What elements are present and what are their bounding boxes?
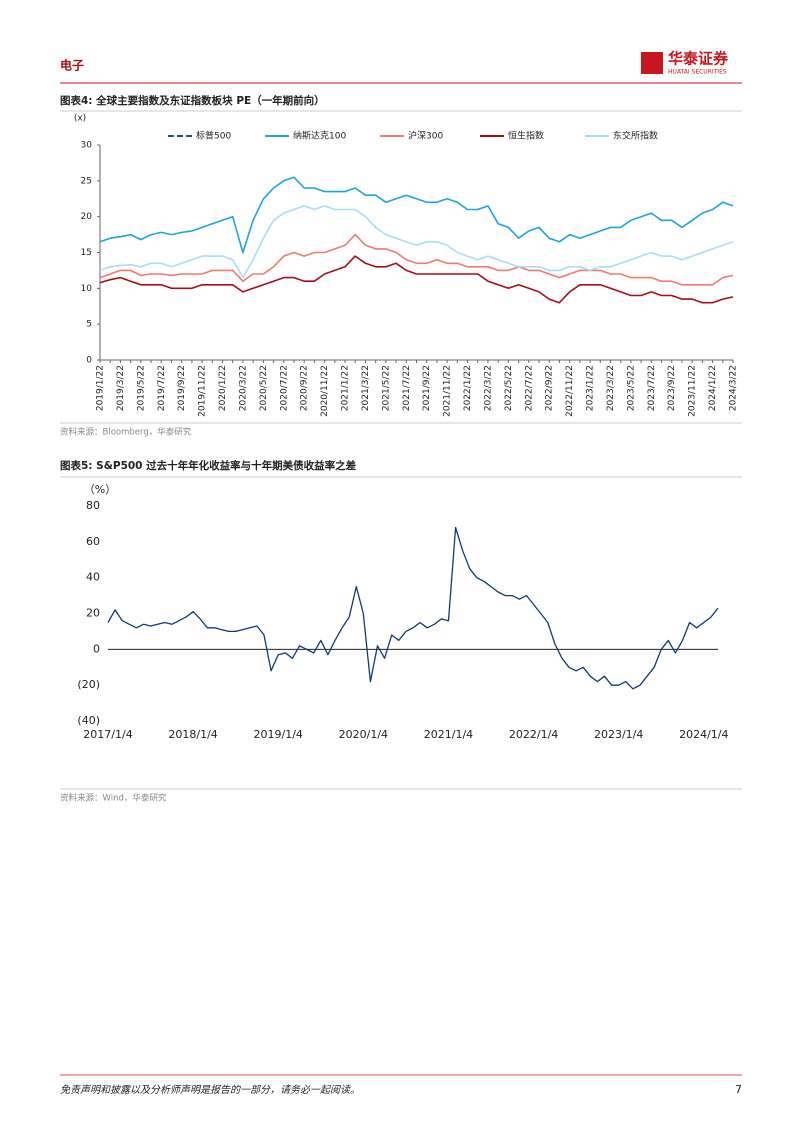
figure-source: 资料来源：Bloomberg，华泰研究 bbox=[60, 427, 192, 438]
y-axis-unit: (x) bbox=[74, 114, 86, 124]
x-tick-label: 2021/9/22 bbox=[422, 365, 432, 411]
x-tick-label: 2020/3/22 bbox=[238, 365, 248, 411]
x-tick-label: 2021/11/22 bbox=[443, 365, 453, 417]
x-tick-label: 2024/1/22 bbox=[708, 365, 718, 411]
figure-caption: 图表5: S&P500 过去十年年化收益率与十年期美债收益率之差 bbox=[60, 459, 357, 472]
series-line bbox=[99, 255, 734, 304]
y-tick-label: 40 bbox=[86, 571, 100, 584]
x-tick-label: 2019/5/22 bbox=[136, 365, 146, 411]
x-tick-label: 2024/3/22 bbox=[729, 365, 739, 411]
x-tick-label: 2022/9/22 bbox=[545, 365, 555, 411]
x-tick-label: 2017/1/4 bbox=[83, 728, 132, 741]
x-tick-label: 2020/7/22 bbox=[279, 365, 289, 411]
x-tick-label: 2020/5/22 bbox=[259, 365, 269, 411]
x-tick-label: 2023/11/22 bbox=[688, 365, 698, 417]
legend-label: 沪深300 bbox=[408, 130, 443, 142]
x-tick-label: 2018/1/4 bbox=[168, 728, 217, 741]
figure-source: 资料来源：Wind，华泰研究 bbox=[60, 793, 167, 804]
y-tick-label: 10 bbox=[81, 284, 93, 294]
x-tick-label: 2021/7/22 bbox=[402, 365, 412, 411]
x-tick-label: 2021/3/22 bbox=[361, 365, 371, 411]
x-tick-label: 2023/9/22 bbox=[667, 365, 677, 411]
y-tick-label: 0 bbox=[93, 642, 100, 655]
x-tick-label: 2019/7/22 bbox=[157, 365, 167, 411]
x-tick-label: 2023/3/22 bbox=[606, 365, 616, 411]
x-tick-label: 2020/9/22 bbox=[300, 365, 310, 411]
brand-en: HUATAI SECURITIES bbox=[668, 69, 727, 76]
y-tick-label: 20 bbox=[81, 212, 93, 222]
y-tick-label: 5 bbox=[86, 320, 92, 330]
x-tick-label: 2022/11/22 bbox=[565, 365, 575, 417]
x-tick-label: 2021/1/22 bbox=[341, 365, 351, 411]
x-tick-label: 2022/7/22 bbox=[524, 365, 534, 411]
x-tick-label: 2022/3/22 bbox=[483, 365, 493, 411]
x-tick-label: 2021/5/22 bbox=[381, 365, 391, 411]
x-tick-label: 2020/1/4 bbox=[339, 728, 388, 741]
y-tick-label: (40) bbox=[77, 714, 100, 727]
x-tick-label: 2019/3/22 bbox=[116, 365, 126, 411]
y-tick-label: 15 bbox=[81, 248, 92, 258]
y-tick-label: 0 bbox=[86, 356, 92, 366]
x-tick-label: 2019/9/22 bbox=[177, 365, 187, 411]
x-tick-label: 2019/11/22 bbox=[198, 365, 208, 417]
y-axis-unit: （%） bbox=[84, 483, 116, 496]
x-tick-label: 2020/11/22 bbox=[320, 365, 330, 417]
legend-label: 纳斯达克100 bbox=[293, 130, 346, 142]
x-tick-label: 2021/1/4 bbox=[424, 728, 473, 741]
x-tick-label: 2024/1/4 bbox=[679, 728, 728, 741]
y-tick-label: (20) bbox=[77, 678, 100, 691]
y-tick-label: 80 bbox=[86, 499, 100, 512]
legend-label: 恒生指数 bbox=[508, 130, 544, 142]
x-tick-label: 2023/7/22 bbox=[647, 365, 657, 411]
x-tick-label: 2019/1/22 bbox=[96, 365, 106, 411]
y-tick-label: 25 bbox=[81, 176, 92, 186]
y-tick-label: 20 bbox=[86, 607, 100, 620]
x-tick-label: 2022/1/22 bbox=[463, 365, 473, 411]
page-number: 7 bbox=[735, 1083, 742, 1096]
x-tick-label: 2019/1/4 bbox=[254, 728, 303, 741]
series-line bbox=[107, 526, 719, 690]
brand: 华泰证券 bbox=[668, 50, 729, 68]
disclaimer: 免责声明和披露以及分析师声明是报告的一部分，请务必一起阅读。 bbox=[60, 1084, 360, 1096]
x-tick-label: 2023/1/22 bbox=[586, 365, 596, 411]
series-line bbox=[99, 205, 734, 279]
x-tick-label: 2022/5/22 bbox=[504, 365, 514, 411]
x-tick-label: 2020/1/22 bbox=[218, 365, 228, 411]
legend-label: 东交所指数 bbox=[613, 130, 658, 142]
y-tick-label: 60 bbox=[86, 535, 100, 548]
y-tick-label: 30 bbox=[81, 141, 93, 151]
section-name: 电子 bbox=[60, 58, 84, 73]
series-line bbox=[99, 233, 734, 286]
logo-icon bbox=[641, 52, 663, 74]
figure-caption: 图表4: 全球主要指数及东证指数板块 PE（一年期前向） bbox=[60, 94, 325, 107]
x-tick-label: 2023/1/4 bbox=[594, 728, 643, 741]
series-line bbox=[99, 176, 734, 254]
legend-label: 标普500 bbox=[196, 130, 231, 142]
x-tick-label: 2023/5/22 bbox=[626, 365, 636, 411]
x-tick-label: 2022/1/4 bbox=[509, 728, 558, 741]
